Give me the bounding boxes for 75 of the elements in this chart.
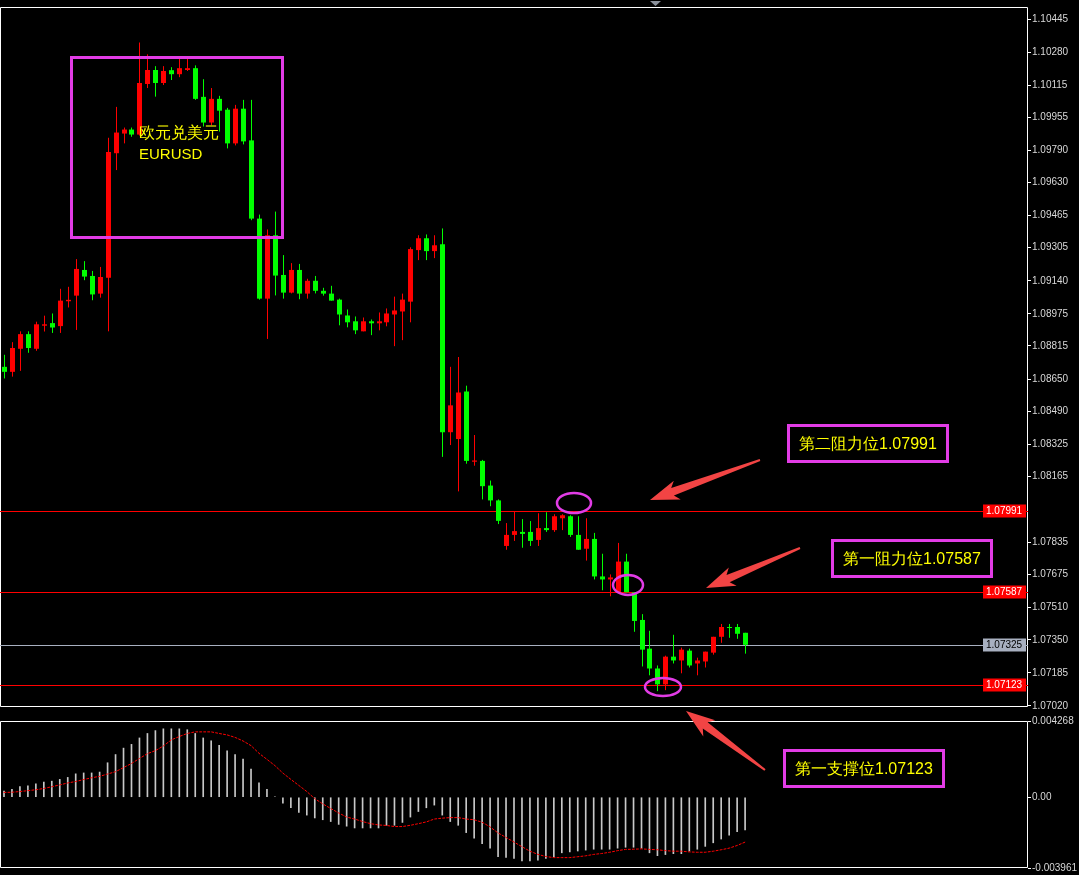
y-tick-label: 1.09140 [1032, 274, 1069, 286]
candlestick [209, 87, 214, 126]
y-tick-label: 1.07510 [1032, 601, 1069, 613]
candlestick [217, 95, 222, 133]
candlestick [2, 354, 7, 379]
candlestick [727, 623, 732, 639]
candlestick [416, 234, 421, 261]
y-tick-label: -0.003961 [1032, 861, 1078, 873]
y-tick-label: 1.09790 [1032, 144, 1069, 156]
y-tick-label: 1.09465 [1032, 209, 1069, 221]
y-tick-label: 1.10445 [1032, 12, 1069, 24]
candlestick [337, 298, 342, 326]
y-tick-label: 1.08650 [1032, 372, 1069, 384]
candlestick [400, 293, 405, 341]
candlestick [153, 65, 158, 98]
candlestick [647, 630, 652, 676]
y-tick-label: 1.07835 [1032, 536, 1069, 548]
candlestick [504, 522, 509, 551]
candlestick [98, 266, 103, 299]
text: 欧元兑美元 [139, 123, 219, 142]
ref-line-label: 1.07587 [986, 586, 1023, 598]
candlestick [719, 623, 724, 644]
candlestick [528, 520, 533, 547]
y-tick-label: 0.00 [1032, 790, 1052, 802]
candlestick [576, 515, 581, 551]
candlestick [50, 312, 55, 334]
candlestick [281, 254, 286, 300]
y-tick-label: 0.004268 [1032, 714, 1075, 726]
y-tick-label: 1.08325 [1032, 438, 1069, 449]
y-tick-label: 1.08975 [1032, 307, 1069, 319]
candlestick [520, 518, 525, 549]
text: EURUSD [139, 145, 203, 163]
candlestick [177, 56, 182, 78]
ref-line-label: 1.07123 [986, 679, 1023, 691]
y-tick-label: 1.10115 [1032, 78, 1068, 90]
candlestick [544, 511, 549, 533]
y-tick-label: 1.07675 [1032, 568, 1069, 580]
y-tick-label: 1.07020 [1032, 699, 1069, 711]
candlestick [18, 330, 23, 372]
y-tick-label: 1.07350 [1032, 633, 1069, 645]
candlestick [687, 648, 692, 668]
candlestick [26, 330, 31, 354]
y-tick-label: 1.08815 [1032, 339, 1069, 351]
ref-line-label: 1.07991 [986, 505, 1023, 517]
candlestick [10, 341, 15, 378]
candlestick [289, 262, 294, 294]
candlestick [161, 65, 166, 86]
candlestick [297, 263, 302, 300]
annotation: 第一支撑位1.07123 [795, 759, 933, 778]
candlestick [424, 233, 429, 261]
y-tick-label: 1.09955 [1032, 111, 1069, 123]
candlestick [679, 647, 684, 674]
y-tick-label: 1.08165 [1032, 470, 1069, 482]
candlestick [496, 498, 501, 525]
y-tick-label: 1.09305 [1032, 241, 1069, 253]
ref-line-label: 1.07325 [986, 639, 1023, 651]
candlestick [432, 234, 437, 259]
annotation: 第一阻力位1.07587 [843, 549, 981, 568]
y-tick-label: 1.07185 [1032, 666, 1069, 678]
candlestick [82, 260, 87, 281]
candlestick [600, 553, 605, 591]
line-series [3, 731, 746, 859]
y-tick-label: 1.09630 [1032, 176, 1069, 188]
candlestick [305, 278, 310, 300]
candlestick [90, 270, 95, 301]
candlestick [568, 514, 573, 538]
candlestick [114, 106, 119, 171]
candlestick [488, 480, 493, 507]
annotation: 第二阻力位1.07991 [799, 434, 937, 453]
candlestick [392, 296, 397, 347]
candlestick [584, 517, 589, 562]
candlestick [472, 434, 477, 467]
y-tick-label: 1.10280 [1032, 45, 1069, 57]
y-tick-label: 1.08490 [1032, 404, 1069, 416]
candlestick [145, 53, 150, 89]
